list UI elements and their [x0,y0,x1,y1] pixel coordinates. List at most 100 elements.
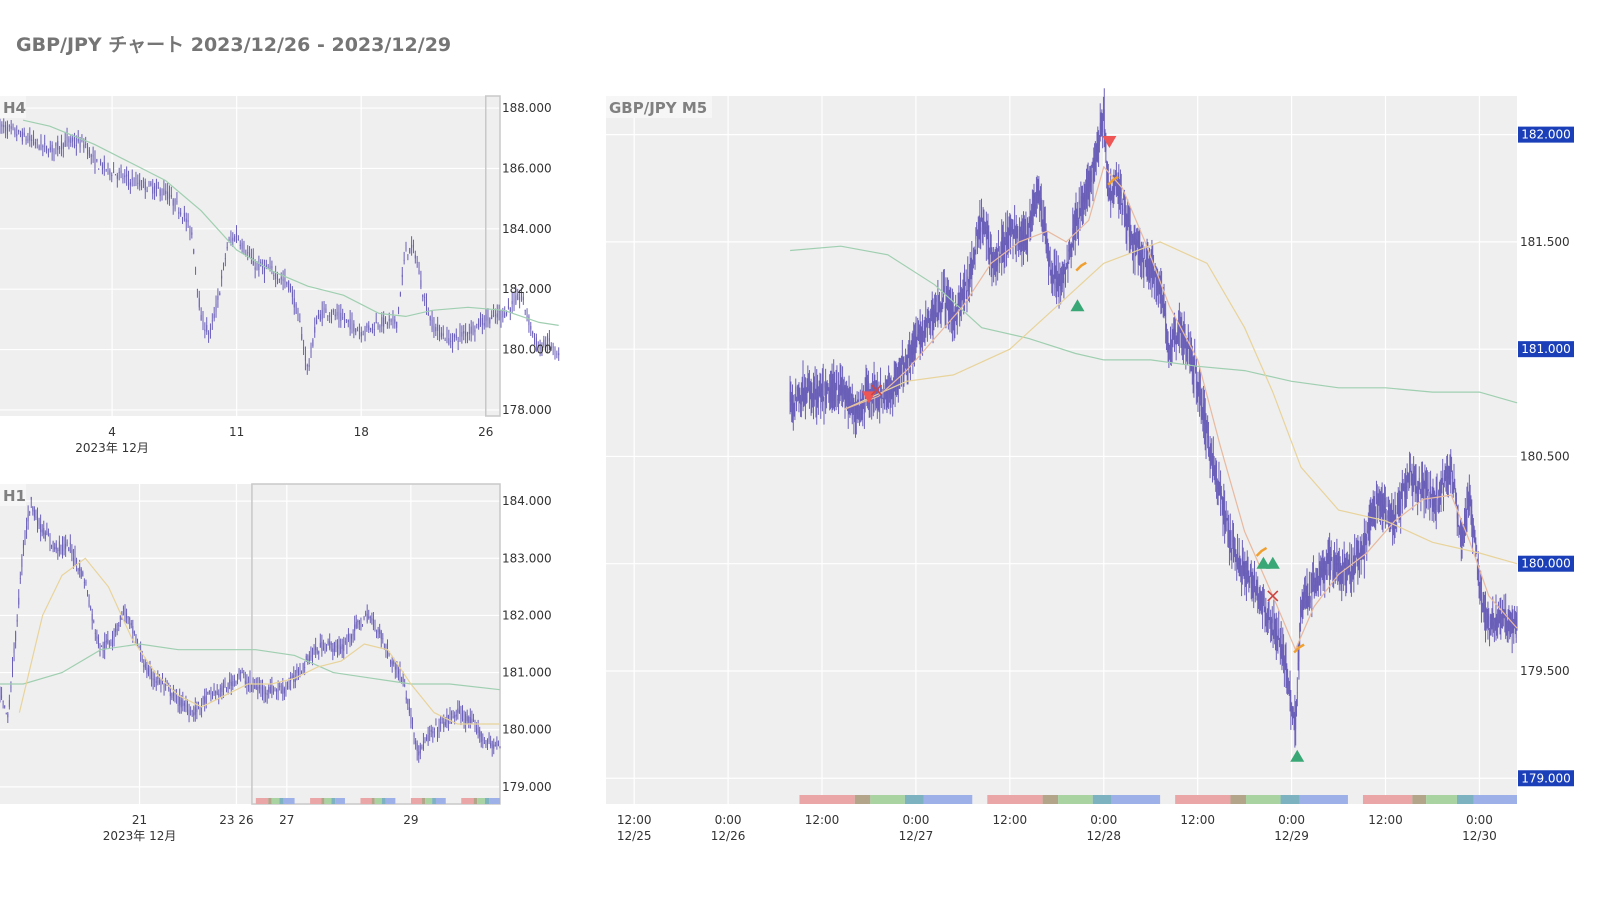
candle-body [155,184,157,190]
candle-body [154,679,156,681]
candle-body [152,186,154,194]
candle-body [458,710,460,713]
candle-body [107,639,109,644]
candle-body [1450,466,1452,480]
candle-body [435,327,437,332]
candle-body [127,616,129,618]
candle-body [834,391,835,403]
candle-body [237,676,238,678]
candle-body [1208,452,1210,454]
candle-body [846,386,848,404]
candle-body [176,694,178,696]
candle-body [299,671,301,673]
candle-body [1209,448,1211,458]
candle-body [791,399,793,405]
candle-body [1414,483,1416,485]
candle-body [322,647,324,650]
candle-body [800,398,802,405]
candle-body [1217,487,1219,490]
panel-label-bg [0,96,26,118]
candle-body [293,298,295,308]
candle-body [889,392,891,395]
candle-body [245,253,247,255]
candle-body [1173,327,1175,339]
candle-body [187,708,188,713]
candle-body [1147,259,1149,268]
candle-body [977,233,978,241]
candle-body [103,161,105,169]
candle-body [1048,263,1049,266]
candle-body [235,681,237,683]
candle-body [314,327,316,333]
candle-body [1405,485,1407,496]
candle-body [1489,630,1490,633]
candle-body [275,273,277,280]
candle-body [122,607,124,609]
candle-body [346,642,348,646]
candle-body [324,649,326,650]
candle-body [1376,493,1377,496]
candle-body [396,321,398,328]
candle-body [828,388,830,403]
candle-body [878,398,880,400]
y-tick-label: 179.000 [502,780,552,794]
candle-body [1307,592,1309,605]
candle-body [255,684,257,690]
candle-body [1198,382,1200,389]
candle-body [929,318,931,328]
candle-body [983,220,985,224]
candle-body [1259,588,1261,608]
price-badge [1518,555,1574,572]
candle-body [280,277,282,280]
candle-body [876,395,877,402]
candle-body [840,376,842,396]
candle-body [49,537,51,543]
candle-body [999,255,1001,262]
candle-body [88,149,90,156]
x-tick-label: 0:00 [902,813,929,827]
candle-body [1502,614,1504,626]
candle-body [1098,138,1100,152]
candle-body [1013,234,1015,237]
candle-body [833,379,835,389]
candle-body [1223,500,1225,522]
candle-body [479,729,481,737]
candle-body [488,737,490,743]
candle-body [798,390,800,407]
candle-body [1288,684,1289,686]
candle-body [968,272,970,284]
candle-body [284,278,286,283]
candle-body [102,650,104,652]
candle-body [1216,481,1218,489]
candle-body [928,311,930,325]
candle-body [374,622,376,631]
candle-body [131,178,133,180]
candle-body [1046,240,1048,242]
candle-body [390,318,392,322]
candle-body [5,125,7,132]
candle-body [940,305,942,312]
candle-body [197,701,199,704]
candle-body [1335,575,1337,576]
candle-body [5,712,7,714]
candle-body [1493,622,1494,626]
candle-body [1219,483,1221,496]
candle-body [1296,701,1297,707]
candle-body [44,143,46,145]
ma-mid-line [18,557,500,725]
candle-body [805,390,806,404]
candle-body [276,689,278,692]
session-bar [987,795,1043,804]
candle-body [813,387,814,402]
candle-body [1095,144,1097,157]
candle-body [939,296,940,304]
candle-body [412,244,414,248]
candle-body [490,743,492,747]
candle-body [1105,137,1107,152]
price-badge [1518,126,1574,143]
candle-body [224,258,226,260]
candle-body [139,179,141,187]
candle-body [1250,572,1252,583]
candle-body [932,302,934,326]
candle-body [1032,201,1034,212]
